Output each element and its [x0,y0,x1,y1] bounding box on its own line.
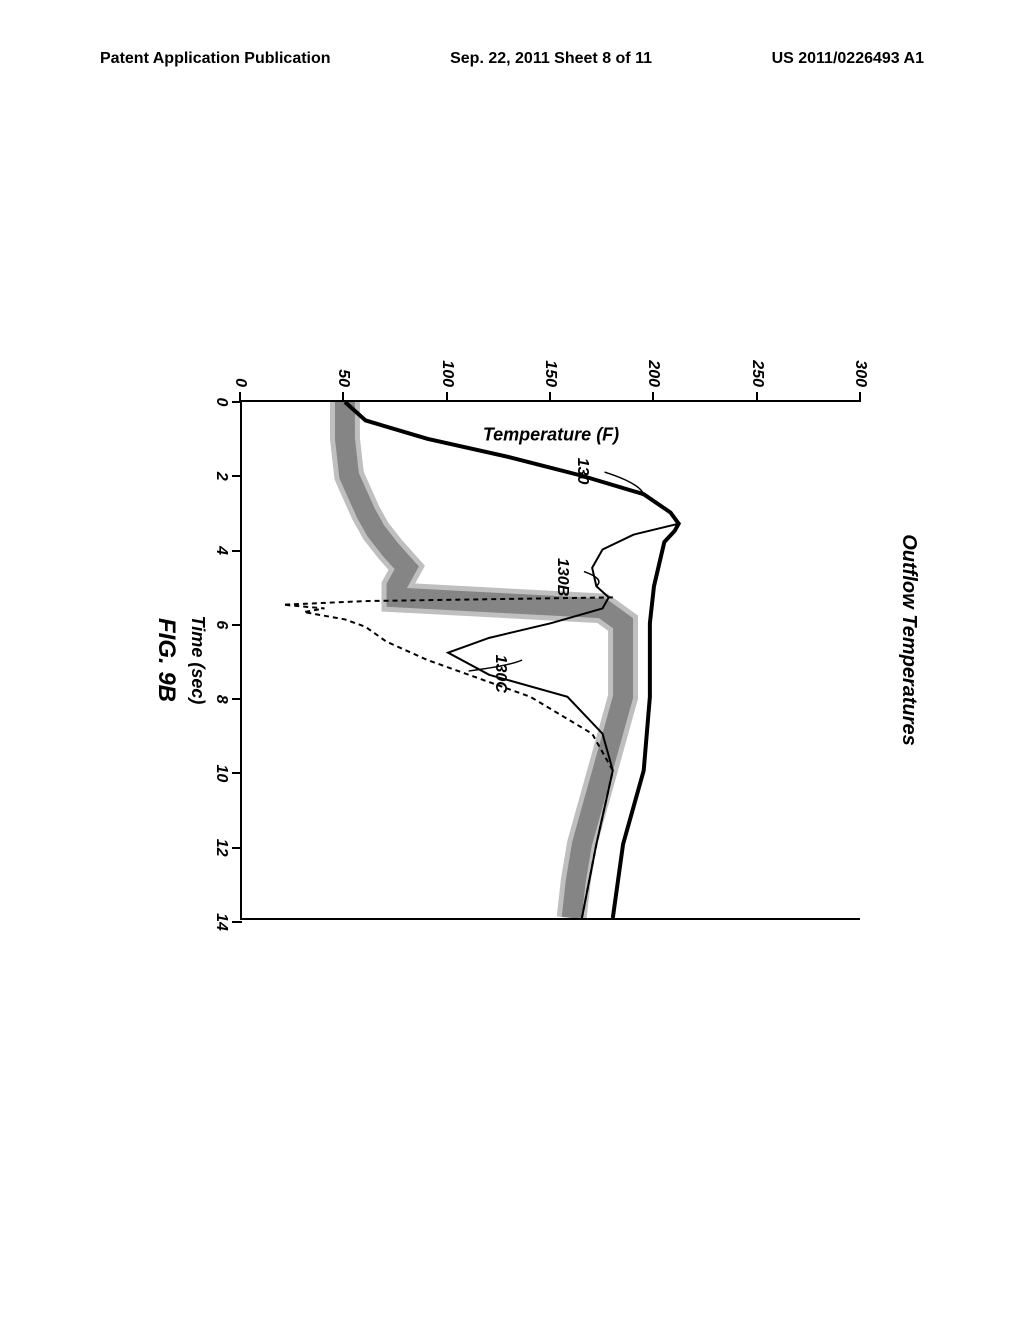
x-tick-label: 8 [212,695,230,704]
y-tick [446,392,448,402]
y-tick-label: 250 [748,357,766,387]
x-tick-label: 2 [212,472,230,481]
x-tick [232,847,242,849]
figure-label: FIG. 9B [152,618,180,702]
curve-label-130B: 130B [553,558,571,596]
x-tick [232,921,242,923]
x-tick [232,401,242,403]
y-tick-label: 50 [334,357,352,387]
header-center: Sep. 22, 2011 Sheet 8 of 11 [450,50,652,68]
header-right: US 2011/0226493 A1 [772,50,924,68]
x-tick [232,772,242,774]
x-tick-label: 0 [212,398,230,407]
y-tick [756,392,758,402]
x-tick-label: 10 [212,765,230,783]
y-tick-label: 100 [438,357,456,387]
y-tick-label: 300 [851,357,869,387]
x-tick-label: 12 [212,839,230,857]
x-axis-label: Time (sec) [187,616,208,705]
y-tick [549,392,551,402]
x-tick-label: 6 [212,620,230,629]
chart-region: Outflow Temperatures Temperature (F) Tim… [120,340,880,940]
curve-label-130: 130 [573,458,591,485]
y-tick-label: 150 [541,357,559,387]
curves-svg [242,402,860,918]
chart-title: Outflow Temperatures [897,340,920,940]
x-tick-label: 14 [212,913,230,931]
y-tick [859,392,861,402]
y-tick-label: 0 [231,357,249,387]
x-tick-label: 4 [212,546,230,555]
page-header: Patent Application Publication Sep. 22, … [0,50,1024,68]
y-tick-label: 200 [644,357,662,387]
x-tick [232,475,242,477]
y-tick [342,392,344,402]
curve-label-130C: 130C [491,655,509,693]
plot-area: Temperature (F) Time (sec) FIG. 9B 05010… [240,400,860,920]
x-tick [232,550,242,552]
x-tick [232,624,242,626]
x-tick [232,698,242,700]
y-tick [652,392,654,402]
header-left: Patent Application Publication [100,50,331,68]
